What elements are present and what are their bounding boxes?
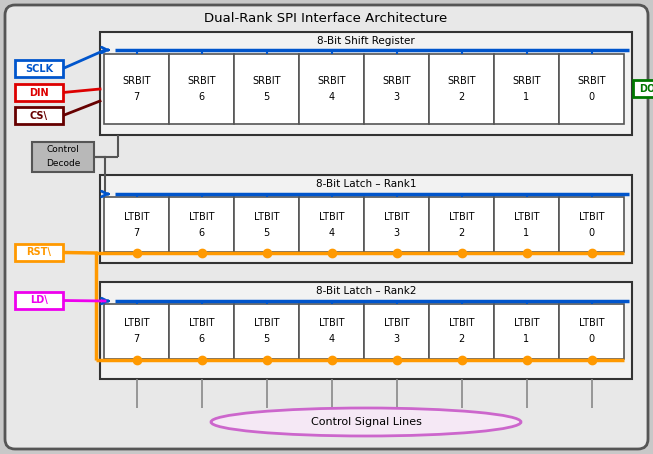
Text: LTBIT: LTBIT (579, 319, 604, 329)
Bar (15, 84, 63, 101)
Text: LTBIT: LTBIT (319, 212, 344, 222)
Text: LTBIT: LTBIT (449, 319, 474, 329)
Bar (633, 80, 653, 97)
Bar (234, 197, 299, 252)
Text: 1: 1 (524, 92, 530, 102)
Text: SRBIT: SRBIT (447, 76, 476, 86)
Bar (100, 175, 632, 263)
Bar (15, 244, 63, 261)
Bar (429, 197, 494, 252)
Text: LD\: LD\ (30, 296, 48, 306)
Bar (234, 54, 299, 124)
Text: Control Signal Lines: Control Signal Lines (311, 417, 421, 427)
Text: LTBIT: LTBIT (189, 319, 214, 329)
Bar (169, 304, 234, 359)
Text: 4: 4 (328, 335, 334, 345)
Text: 1: 1 (524, 227, 530, 237)
Text: CS\: CS\ (30, 110, 48, 120)
Text: 0: 0 (588, 227, 595, 237)
Text: 5: 5 (263, 227, 270, 237)
Text: RST\: RST\ (27, 247, 52, 257)
Bar (364, 197, 429, 252)
Bar (15, 107, 63, 124)
Text: SRBIT: SRBIT (577, 76, 606, 86)
Bar (15, 292, 63, 309)
Text: 8-Bit Shift Register: 8-Bit Shift Register (317, 36, 415, 46)
FancyBboxPatch shape (5, 5, 648, 449)
Bar (364, 54, 429, 124)
Bar (169, 197, 234, 252)
Text: 4: 4 (328, 92, 334, 102)
Bar (104, 54, 169, 124)
Bar (234, 304, 299, 359)
Text: DOUT: DOUT (639, 84, 653, 94)
Text: SRBIT: SRBIT (122, 76, 151, 86)
Text: SRBIT: SRBIT (252, 76, 281, 86)
Bar (100, 32, 632, 135)
Text: Control: Control (46, 145, 80, 154)
Bar (169, 54, 234, 124)
Text: LTBIT: LTBIT (189, 212, 214, 222)
Text: LTBIT: LTBIT (449, 212, 474, 222)
Text: SCLK: SCLK (25, 64, 53, 74)
Bar (15, 60, 63, 77)
Text: 7: 7 (133, 335, 140, 345)
Text: SRBIT: SRBIT (382, 76, 411, 86)
Text: 6: 6 (199, 227, 204, 237)
Bar (364, 304, 429, 359)
Bar (100, 282, 632, 379)
Text: LTBIT: LTBIT (514, 319, 539, 329)
Bar (559, 54, 624, 124)
Text: 7: 7 (133, 92, 140, 102)
Text: LTBIT: LTBIT (384, 212, 409, 222)
Text: 2: 2 (458, 335, 465, 345)
Text: 4: 4 (328, 227, 334, 237)
Bar (559, 197, 624, 252)
Text: LTBIT: LTBIT (124, 212, 150, 222)
Bar (299, 54, 364, 124)
Text: 6: 6 (199, 335, 204, 345)
Text: SRBIT: SRBIT (512, 76, 541, 86)
Text: 0: 0 (588, 335, 595, 345)
Text: LTBIT: LTBIT (514, 212, 539, 222)
Text: LTBIT: LTBIT (254, 212, 279, 222)
Text: LTBIT: LTBIT (124, 319, 150, 329)
Text: 2: 2 (458, 227, 465, 237)
Bar (494, 197, 559, 252)
Text: 3: 3 (394, 227, 400, 237)
Bar (429, 54, 494, 124)
Text: 6: 6 (199, 92, 204, 102)
Text: 5: 5 (263, 92, 270, 102)
Text: LTBIT: LTBIT (319, 319, 344, 329)
Text: Dual-Rank SPI Interface Architecture: Dual-Rank SPI Interface Architecture (204, 11, 447, 25)
Text: Decode: Decode (46, 159, 80, 168)
Text: 3: 3 (394, 92, 400, 102)
Ellipse shape (211, 408, 521, 436)
Bar (32, 142, 94, 172)
Text: DIN: DIN (29, 88, 49, 98)
Text: 2: 2 (458, 92, 465, 102)
Text: 1: 1 (524, 335, 530, 345)
Bar (494, 54, 559, 124)
Bar (429, 304, 494, 359)
Bar (559, 304, 624, 359)
Text: 5: 5 (263, 335, 270, 345)
Text: 8-Bit Latch – Rank2: 8-Bit Latch – Rank2 (316, 286, 416, 296)
Bar (494, 304, 559, 359)
Text: 0: 0 (588, 92, 595, 102)
Text: SRBIT: SRBIT (317, 76, 345, 86)
Text: 3: 3 (394, 335, 400, 345)
Text: LTBIT: LTBIT (384, 319, 409, 329)
Bar (104, 304, 169, 359)
Text: 8-Bit Latch – Rank1: 8-Bit Latch – Rank1 (316, 179, 416, 189)
Bar (104, 197, 169, 252)
Bar (299, 304, 364, 359)
Bar (299, 197, 364, 252)
Text: LTBIT: LTBIT (254, 319, 279, 329)
Text: 7: 7 (133, 227, 140, 237)
Text: SRBIT: SRBIT (187, 76, 215, 86)
Text: LTBIT: LTBIT (579, 212, 604, 222)
